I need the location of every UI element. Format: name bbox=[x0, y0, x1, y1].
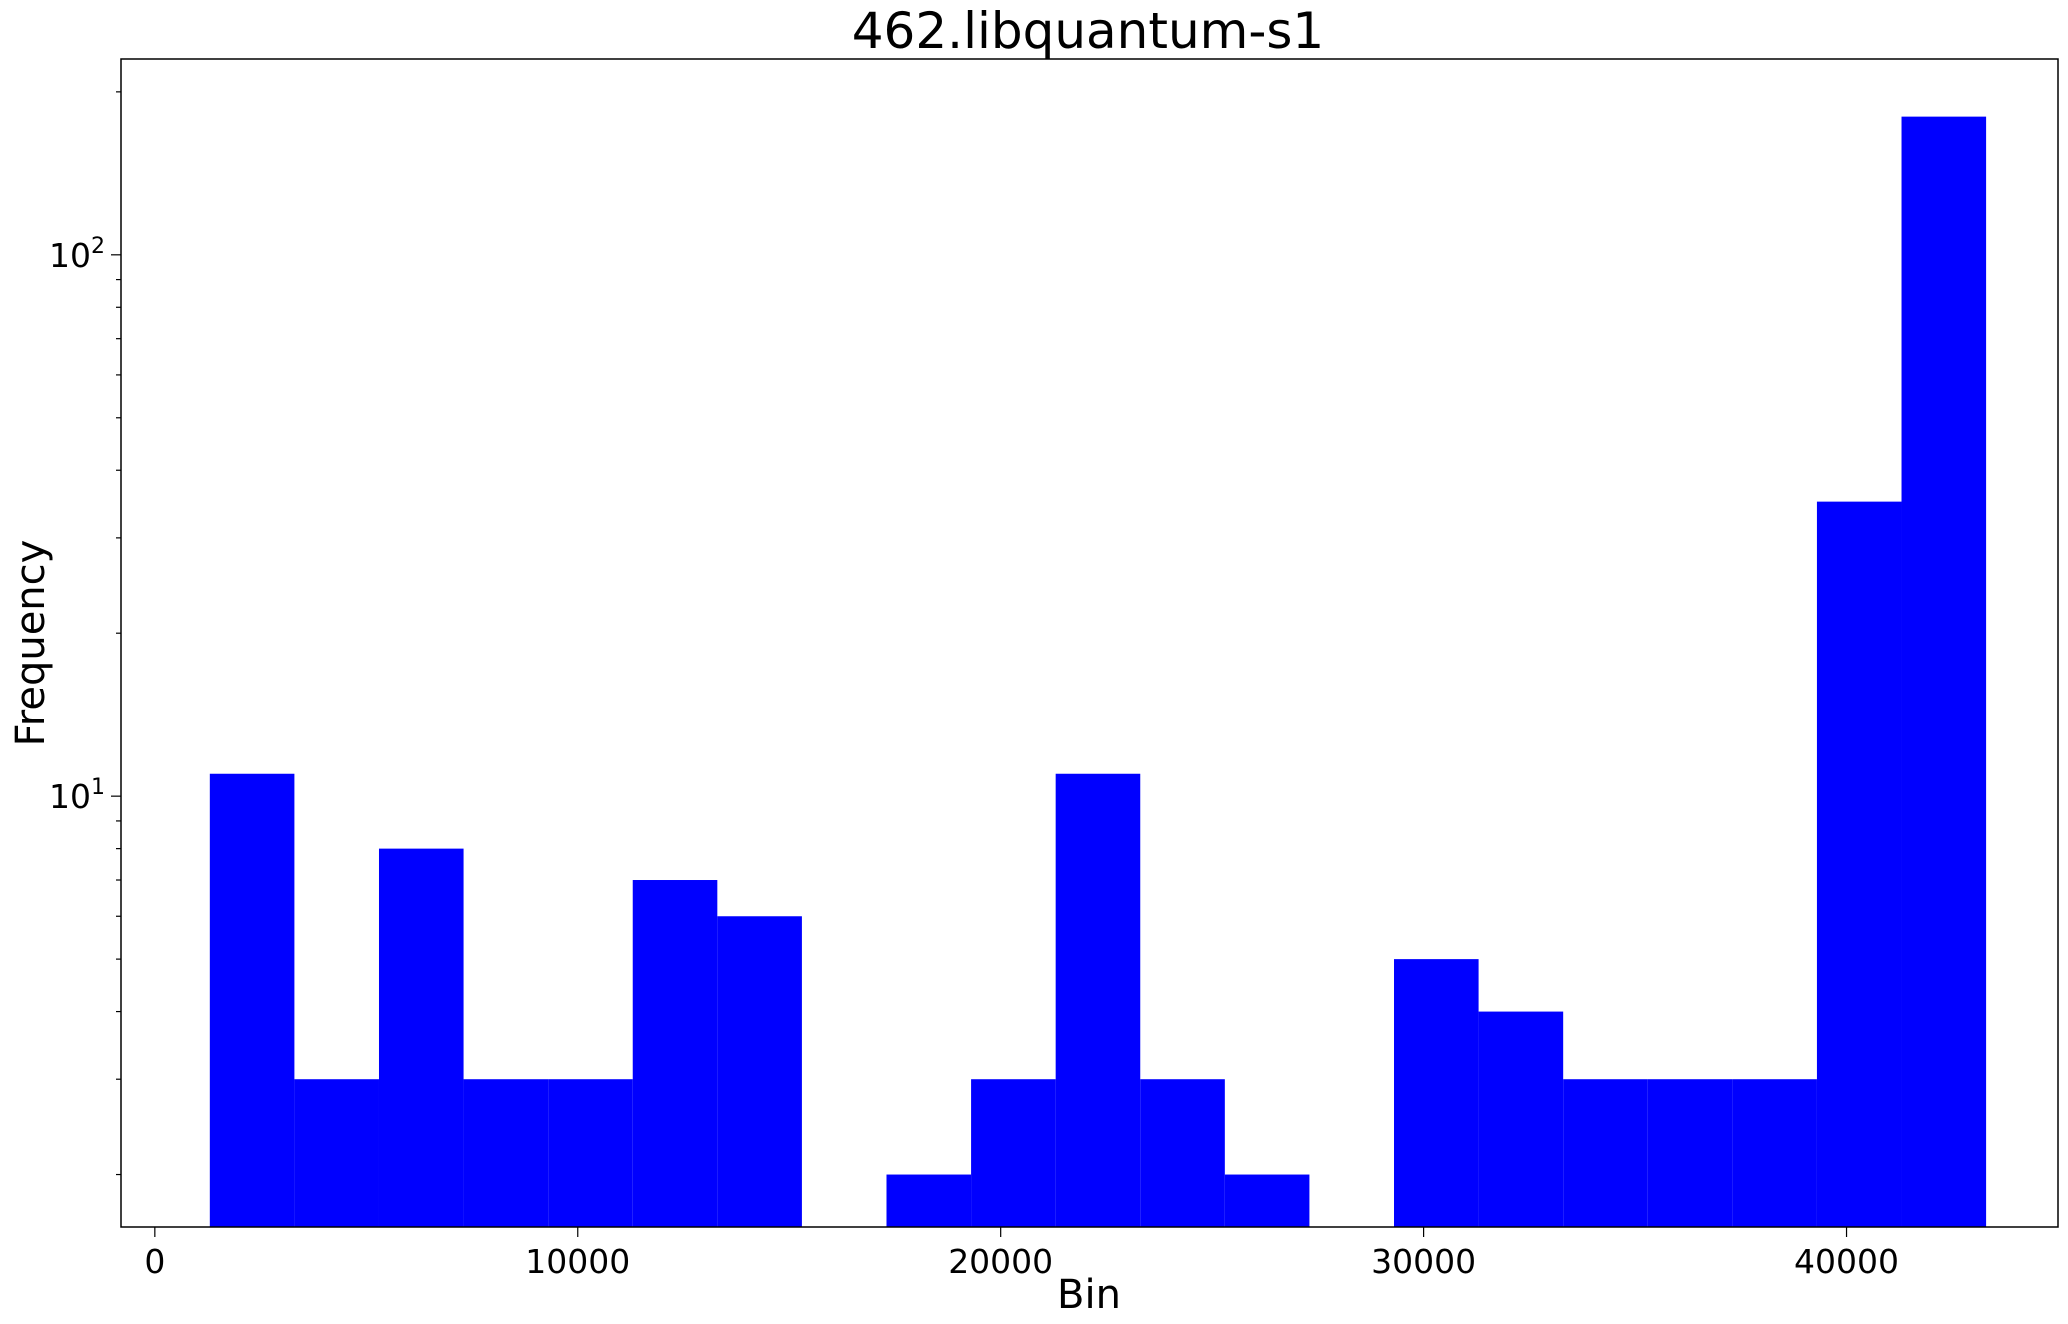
y-tick-label-1: 102 bbox=[49, 234, 105, 275]
x-axis-label: Bin bbox=[1057, 1272, 1121, 1318]
x-tick-label-3: 30000 bbox=[1371, 1242, 1476, 1281]
histogram-bar-0 bbox=[209, 773, 295, 1227]
histogram-bar-3 bbox=[463, 1079, 549, 1227]
x-tick-label-0: 0 bbox=[144, 1242, 165, 1281]
histogram-bar-18 bbox=[1732, 1079, 1817, 1227]
histogram-bar-19 bbox=[1816, 501, 1902, 1227]
y-axis-ticks: 101 102 bbox=[49, 91, 121, 1176]
y-axis-label: Frequency bbox=[8, 540, 54, 747]
histogram-bar-15 bbox=[1478, 1011, 1564, 1227]
x-tick-label-1: 10000 bbox=[525, 1242, 630, 1281]
x-tick-label-4: 40000 bbox=[1794, 1242, 1899, 1281]
histogram-bar-8 bbox=[886, 1174, 972, 1227]
histogram-bar-2 bbox=[378, 848, 464, 1227]
y-tick-label-0: 101 bbox=[49, 775, 105, 816]
histogram-bar-9 bbox=[971, 1079, 1056, 1227]
plot-frame bbox=[120, 58, 2059, 1228]
histogram-bar-12 bbox=[1224, 1174, 1310, 1227]
histogram-bar-4 bbox=[548, 1079, 633, 1227]
chart-title: 462.libquantum-s1 bbox=[852, 2, 1325, 60]
histogram-bar-6 bbox=[717, 916, 802, 1227]
histogram-bar-20 bbox=[1901, 116, 1987, 1228]
histogram-bar-5 bbox=[632, 880, 718, 1227]
histogram-bar-14 bbox=[1394, 959, 1479, 1227]
histogram-bar-16 bbox=[1563, 1079, 1648, 1227]
x-axis-ticks: 0 10000 20000 30000 40000 bbox=[144, 1227, 1899, 1281]
histogram-bar-10 bbox=[1055, 773, 1141, 1227]
histogram-bar-11 bbox=[1140, 1079, 1225, 1227]
histogram-bar-17 bbox=[1647, 1079, 1733, 1227]
histogram-bar-1 bbox=[294, 1079, 379, 1227]
x-tick-label-2: 20000 bbox=[948, 1242, 1053, 1281]
bars-group bbox=[209, 116, 1987, 1228]
